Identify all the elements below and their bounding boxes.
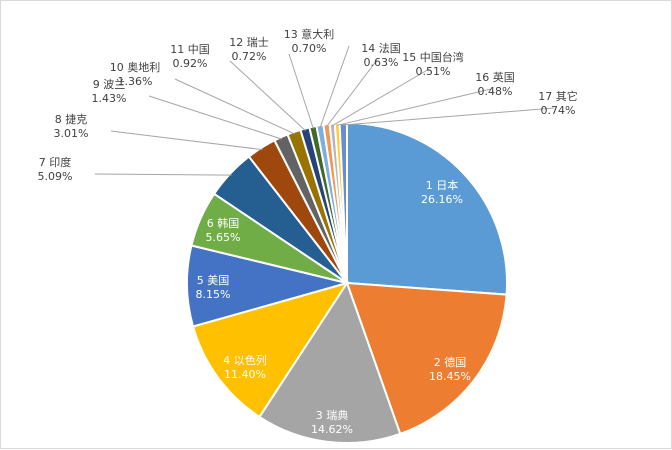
leader-line [174,78,295,135]
slice-category-label: 8 捷克 [55,112,88,126]
slice-category-label: 2 德国 [434,355,467,369]
slice-value-label: 0.70% [292,42,327,55]
leader-line [288,53,314,129]
slice-category-label: 7 印度 [39,155,72,169]
slice-category-label: 9 波兰 [93,78,126,91]
slice-value-label: 26.16% [421,193,463,206]
leader-line [343,107,555,126]
leader-line [337,88,492,126]
leader-line [319,45,350,128]
slice-value-label: 0.51% [416,65,451,78]
slice-category-label: 14 法国 [361,41,401,55]
slice-category-label: 6 韩国 [207,216,240,230]
leader-line [229,60,306,131]
slice-value-label: 0.74% [541,104,576,117]
slice-category-label: 4 以色列 [223,353,267,367]
slice-value-label: 1.36% [118,75,153,88]
leader-line [332,68,430,127]
slice-value-label: 5.09% [38,170,73,183]
slice-category-label: 16 英国 [475,70,515,84]
slice-value-label: 11.40% [224,368,266,381]
slice-category-label: 1 日本 [426,178,459,192]
pie-slice [258,280,402,444]
slice-category-label: 12 瑞士 [229,35,269,49]
slice-category-label: 5 美国 [197,274,230,287]
slice-category-label: 13 意大利 [284,27,335,41]
leader-line [326,59,378,127]
slice-value-label: 5.65% [206,231,241,244]
pie-slice [345,281,508,436]
slice-value-label: 0.63% [364,56,399,69]
slice-value-label: 14.62% [311,423,353,436]
slice-category-label: 3 瑞典 [316,408,349,422]
slice-value-label: 0.72% [232,50,267,63]
slice-value-label: 3.01% [54,127,89,140]
slice-value-label: 8.15% [196,288,231,301]
slice-category-label: 11 中国 [170,43,210,56]
leader-line [94,173,232,176]
pie-slice [346,121,508,296]
slice-category-label: 10 奥地利 [110,60,161,74]
leader-line [148,95,282,140]
slice-value-label: 1.43% [92,92,127,105]
slice-category-label: 17 其它 [538,89,578,103]
slice-value-label: 18.45% [429,370,471,383]
slice-value-label: 0.92% [173,57,208,70]
slice-category-label: 15 中国台湾 [402,50,464,64]
leader-line [110,130,263,151]
slice-value-label: 0.48% [478,85,513,98]
